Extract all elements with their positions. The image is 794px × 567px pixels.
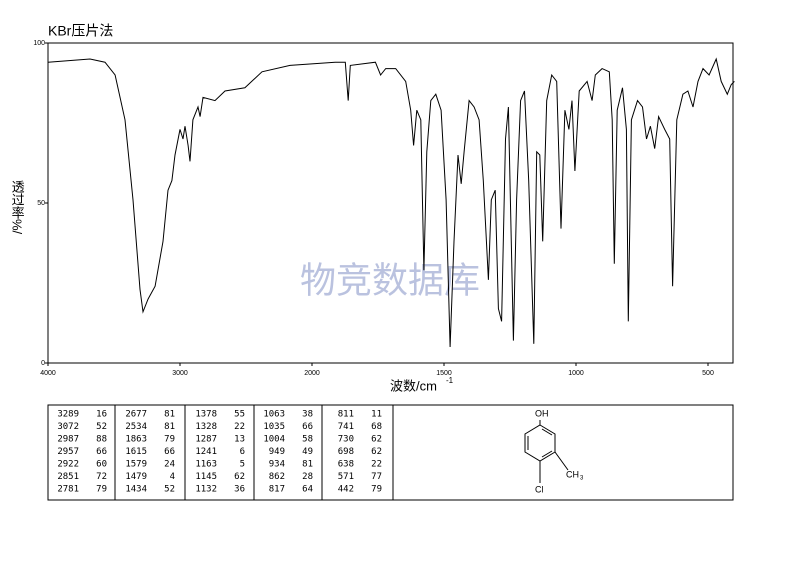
- peak-transmittance: 66: [164, 447, 175, 457]
- peak-wavenumber: 2851: [57, 472, 79, 482]
- peak-transmittance: 81: [164, 422, 175, 432]
- peak-wavenumber: 1434: [125, 485, 147, 495]
- peak-transmittance: 62: [371, 447, 382, 457]
- table-frame: [47, 404, 734, 501]
- y-tick-label: 50: [37, 200, 45, 207]
- x-tick-label: 1500: [436, 370, 452, 377]
- peak-transmittance: 22: [371, 460, 382, 470]
- peak-transmittance: 36: [234, 485, 245, 495]
- peak-transmittance: 77: [371, 472, 382, 482]
- peak-transmittance: 52: [96, 422, 107, 432]
- peak-wavenumber: 1579: [125, 460, 147, 470]
- peak-wavenumber: 2677: [125, 410, 147, 420]
- peak-wavenumber: 1287: [195, 435, 217, 445]
- substituent: OH: [535, 408, 549, 418]
- peak-transmittance: 72: [96, 472, 107, 482]
- bond: [554, 451, 569, 471]
- peak-transmittance: 79: [96, 485, 107, 495]
- watermark: 物竞数据库: [300, 260, 480, 301]
- peak-wavenumber: 3072: [57, 422, 79, 432]
- substituent: CH: [566, 469, 579, 479]
- x-axis-label-sup: -1: [446, 376, 454, 385]
- peak-wavenumber: 638: [338, 460, 354, 470]
- peak-wavenumber: 2534: [125, 422, 147, 432]
- peak-transmittance: 22: [234, 422, 245, 432]
- peak-wavenumber: 1145: [195, 472, 217, 482]
- x-tick-label: 3000: [172, 370, 188, 377]
- spectrum-line: [47, 57, 735, 348]
- peak-wavenumber: 1163: [195, 460, 217, 470]
- peak-transmittance: 11: [371, 410, 382, 420]
- peak-transmittance: 13: [234, 435, 245, 445]
- peak-transmittance: 66: [96, 447, 107, 457]
- peak-transmittance: 81: [164, 410, 175, 420]
- peak-wavenumber: 2957: [57, 447, 79, 457]
- peak-transmittance: 64: [302, 485, 313, 495]
- peak-wavenumber: 571: [338, 472, 354, 482]
- peak-wavenumber: 1241: [195, 447, 217, 457]
- x-tick-label: 1000: [568, 370, 584, 377]
- peak-transmittance: 68: [371, 422, 382, 432]
- peak-transmittance: 58: [302, 435, 313, 445]
- y-tick-label: 100: [33, 40, 45, 47]
- peak-transmittance: 62: [371, 435, 382, 445]
- peak-transmittance: 62: [234, 472, 245, 482]
- peak-wavenumber: 2922: [57, 460, 79, 470]
- peak-wavenumber: 442: [338, 485, 354, 495]
- y-tick-label: 0: [41, 360, 45, 367]
- x-tick-label: 2000: [304, 370, 320, 377]
- y-axis-label: 透过率%/: [10, 180, 25, 235]
- substituent-sub: 3: [580, 476, 584, 482]
- peak-wavenumber: 2781: [57, 485, 79, 495]
- peak-wavenumber: 1035: [263, 422, 285, 432]
- peak-transmittance: 24: [164, 460, 175, 470]
- peak-transmittance: 66: [302, 422, 313, 432]
- peak-transmittance: 38: [302, 410, 313, 420]
- x-tick-label: 500: [702, 370, 714, 377]
- peak-transmittance: 28: [302, 472, 313, 482]
- peak-wavenumber: 1004: [263, 435, 285, 445]
- peak-transmittance: 52: [164, 485, 175, 495]
- peak-transmittance: 5: [240, 460, 245, 470]
- peak-wavenumber: 1132: [195, 485, 217, 495]
- table-dividers: [114, 405, 394, 500]
- double-bond: [541, 450, 553, 458]
- peak-transmittance: 81: [302, 460, 313, 470]
- peak-transmittance: 79: [164, 435, 175, 445]
- peak-transmittance: 49: [302, 447, 313, 457]
- peak-wavenumber: 698: [338, 447, 354, 457]
- peak-wavenumber: 730: [338, 435, 354, 445]
- peak-wavenumber: 2987: [57, 435, 79, 445]
- peak-wavenumber: 3289: [57, 410, 79, 420]
- substituent: Cl: [535, 484, 544, 494]
- peak-transmittance: 4: [170, 472, 175, 482]
- double-bond: [541, 428, 553, 436]
- peak-transmittance: 6: [240, 447, 245, 457]
- peak-wavenumber: 1328: [195, 422, 217, 432]
- peak-transmittance: 88: [96, 435, 107, 445]
- peak-wavenumber: 811: [338, 410, 354, 420]
- peak-wavenumber: 1615: [125, 447, 147, 457]
- x-tick-label: 4000: [40, 370, 56, 377]
- peak-wavenumber: 934: [269, 460, 285, 470]
- chart-title: KBr压片法: [48, 23, 113, 39]
- peak-wavenumber: 1479: [125, 472, 147, 482]
- peak-transmittance: 60: [96, 460, 107, 470]
- peak-wavenumber: 817: [269, 485, 285, 495]
- peak-transmittance: 16: [96, 410, 107, 420]
- benzene-ring: [524, 420, 569, 483]
- x-axis-label: 波数/cm: [390, 378, 437, 393]
- peak-wavenumber: 949: [269, 447, 285, 457]
- peak-transmittance: 79: [371, 485, 382, 495]
- peak-wavenumber: 1378: [195, 410, 217, 420]
- peak-wavenumber: 862: [269, 472, 285, 482]
- peak-wavenumber: 1063: [263, 410, 285, 420]
- peak-transmittance: 55: [234, 410, 245, 420]
- peak-wavenumber: 741: [338, 422, 354, 432]
- peak-wavenumber: 1863: [125, 435, 147, 445]
